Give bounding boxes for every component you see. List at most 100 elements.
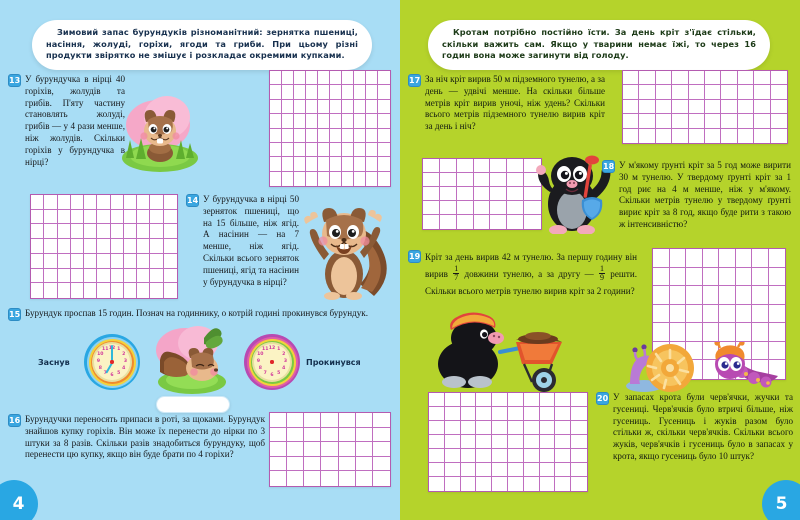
grid-cell[interactable] [354,157,366,172]
grid-cell[interactable] [372,471,390,486]
grid-cell[interactable] [770,99,787,115]
grid-cell[interactable] [270,99,282,115]
grid-cell[interactable] [366,71,378,86]
grid-cell[interactable] [150,283,164,298]
grid-cell[interactable] [539,463,556,477]
grid-cell[interactable] [372,456,390,472]
grid-cell[interactable] [366,157,378,172]
grid-cell[interactable] [123,253,138,269]
grid-cell[interactable] [508,449,524,463]
grid-cell[interactable] [539,435,556,449]
grid-cell[interactable] [306,114,318,129]
grid-cell[interactable] [686,249,703,268]
grid-cell[interactable] [655,99,673,115]
grid-cell[interactable] [163,268,177,284]
grid-cell[interactable] [137,195,151,210]
grid-cell[interactable] [294,85,306,100]
grid-cell[interactable] [287,456,305,472]
grid-cell[interactable] [507,201,525,215]
grid-cell[interactable] [508,393,524,407]
grid-cell[interactable] [306,171,318,186]
grid-cell[interactable] [523,449,540,463]
grid-cell[interactable] [672,99,689,115]
grid-cell[interactable] [97,239,111,254]
grid-cell[interactable] [366,171,378,186]
grid-cell[interactable] [721,128,738,143]
grid-cell[interactable] [460,477,477,491]
grid-cell[interactable] [354,128,366,143]
grid-cell[interactable] [456,159,474,173]
grid-cell[interactable] [460,407,477,421]
grid-cell[interactable] [768,267,785,287]
grid-cell[interactable] [342,71,354,86]
grid-cell[interactable] [623,85,640,100]
grid-cell[interactable] [338,427,356,443]
grid-cell[interactable] [460,463,477,477]
grid-cell[interactable] [770,71,787,86]
grid-cell[interactable] [754,71,771,86]
grid-cell[interactable] [460,393,477,407]
grid-cell[interactable] [476,421,493,435]
grid-cell[interactable] [444,435,461,449]
grid-cell[interactable] [423,187,440,201]
grid-cell[interactable] [355,427,373,443]
grid-cell[interactable] [84,268,98,284]
grid-cell[interactable] [473,187,491,201]
grid-cell[interactable] [623,71,640,86]
task-14-answer-grid[interactable] [30,194,178,299]
grid-cell[interactable] [719,304,736,324]
grid-cell[interactable] [702,304,719,324]
grid-cell[interactable] [444,463,461,477]
grid-cell[interactable] [355,442,373,457]
grid-cell[interactable] [523,407,540,421]
grid-cell[interactable] [768,341,785,361]
grid-cell[interactable] [770,85,787,100]
grid-cell[interactable] [444,449,461,463]
grid-cell[interactable] [330,171,342,186]
grid-cell[interactable] [321,413,339,428]
grid-cell[interactable] [137,224,151,240]
grid-cell[interactable] [150,239,164,254]
grid-cell[interactable] [70,283,85,298]
grid-cell[interactable] [639,85,656,100]
grid-cell[interactable] [366,85,378,100]
grid-cell[interactable] [490,159,508,173]
grid-cell[interactable] [163,283,177,298]
grid-cell[interactable] [378,128,390,143]
grid-cell[interactable] [318,99,330,115]
grid-cell[interactable] [476,477,493,491]
grid-cell[interactable] [57,253,71,269]
grid-cell[interactable] [321,442,339,457]
grid-cell[interactable] [721,114,738,129]
grid-cell[interactable] [655,85,673,100]
grid-cell[interactable] [721,71,738,86]
grid-cell[interactable] [270,413,288,428]
grid-cell[interactable] [473,215,491,229]
grid-cell[interactable] [378,99,390,115]
grid-cell[interactable] [123,209,138,225]
grid-cell[interactable] [110,268,124,284]
grid-cell[interactable] [304,471,322,486]
grid-cell[interactable] [555,435,572,449]
grid-cell[interactable] [770,128,787,143]
grid-cell[interactable] [752,341,769,361]
clock-woke-up[interactable]: 12 1 2 3 4 5 6 7 8 9 10 11 [244,334,300,390]
grid-cell[interactable] [523,435,540,449]
grid-cell[interactable] [524,187,541,201]
grid-cell[interactable] [571,407,587,421]
grid-cell[interactable] [476,463,493,477]
grid-cell[interactable] [423,215,440,229]
grid-cell[interactable] [653,323,670,342]
grid-cell[interactable] [306,128,318,143]
grid-cell[interactable] [294,114,306,129]
grid-cell[interactable] [304,413,322,428]
grid-cell[interactable] [571,393,587,407]
grid-cell[interactable] [150,209,164,225]
grid-cell[interactable] [97,283,111,298]
grid-cell[interactable] [623,114,640,129]
grid-cell[interactable] [270,427,288,443]
grid-cell[interactable] [539,407,556,421]
grid-cell[interactable] [704,99,722,115]
grid-cell[interactable] [294,142,306,158]
grid-cell[interactable] [460,449,477,463]
